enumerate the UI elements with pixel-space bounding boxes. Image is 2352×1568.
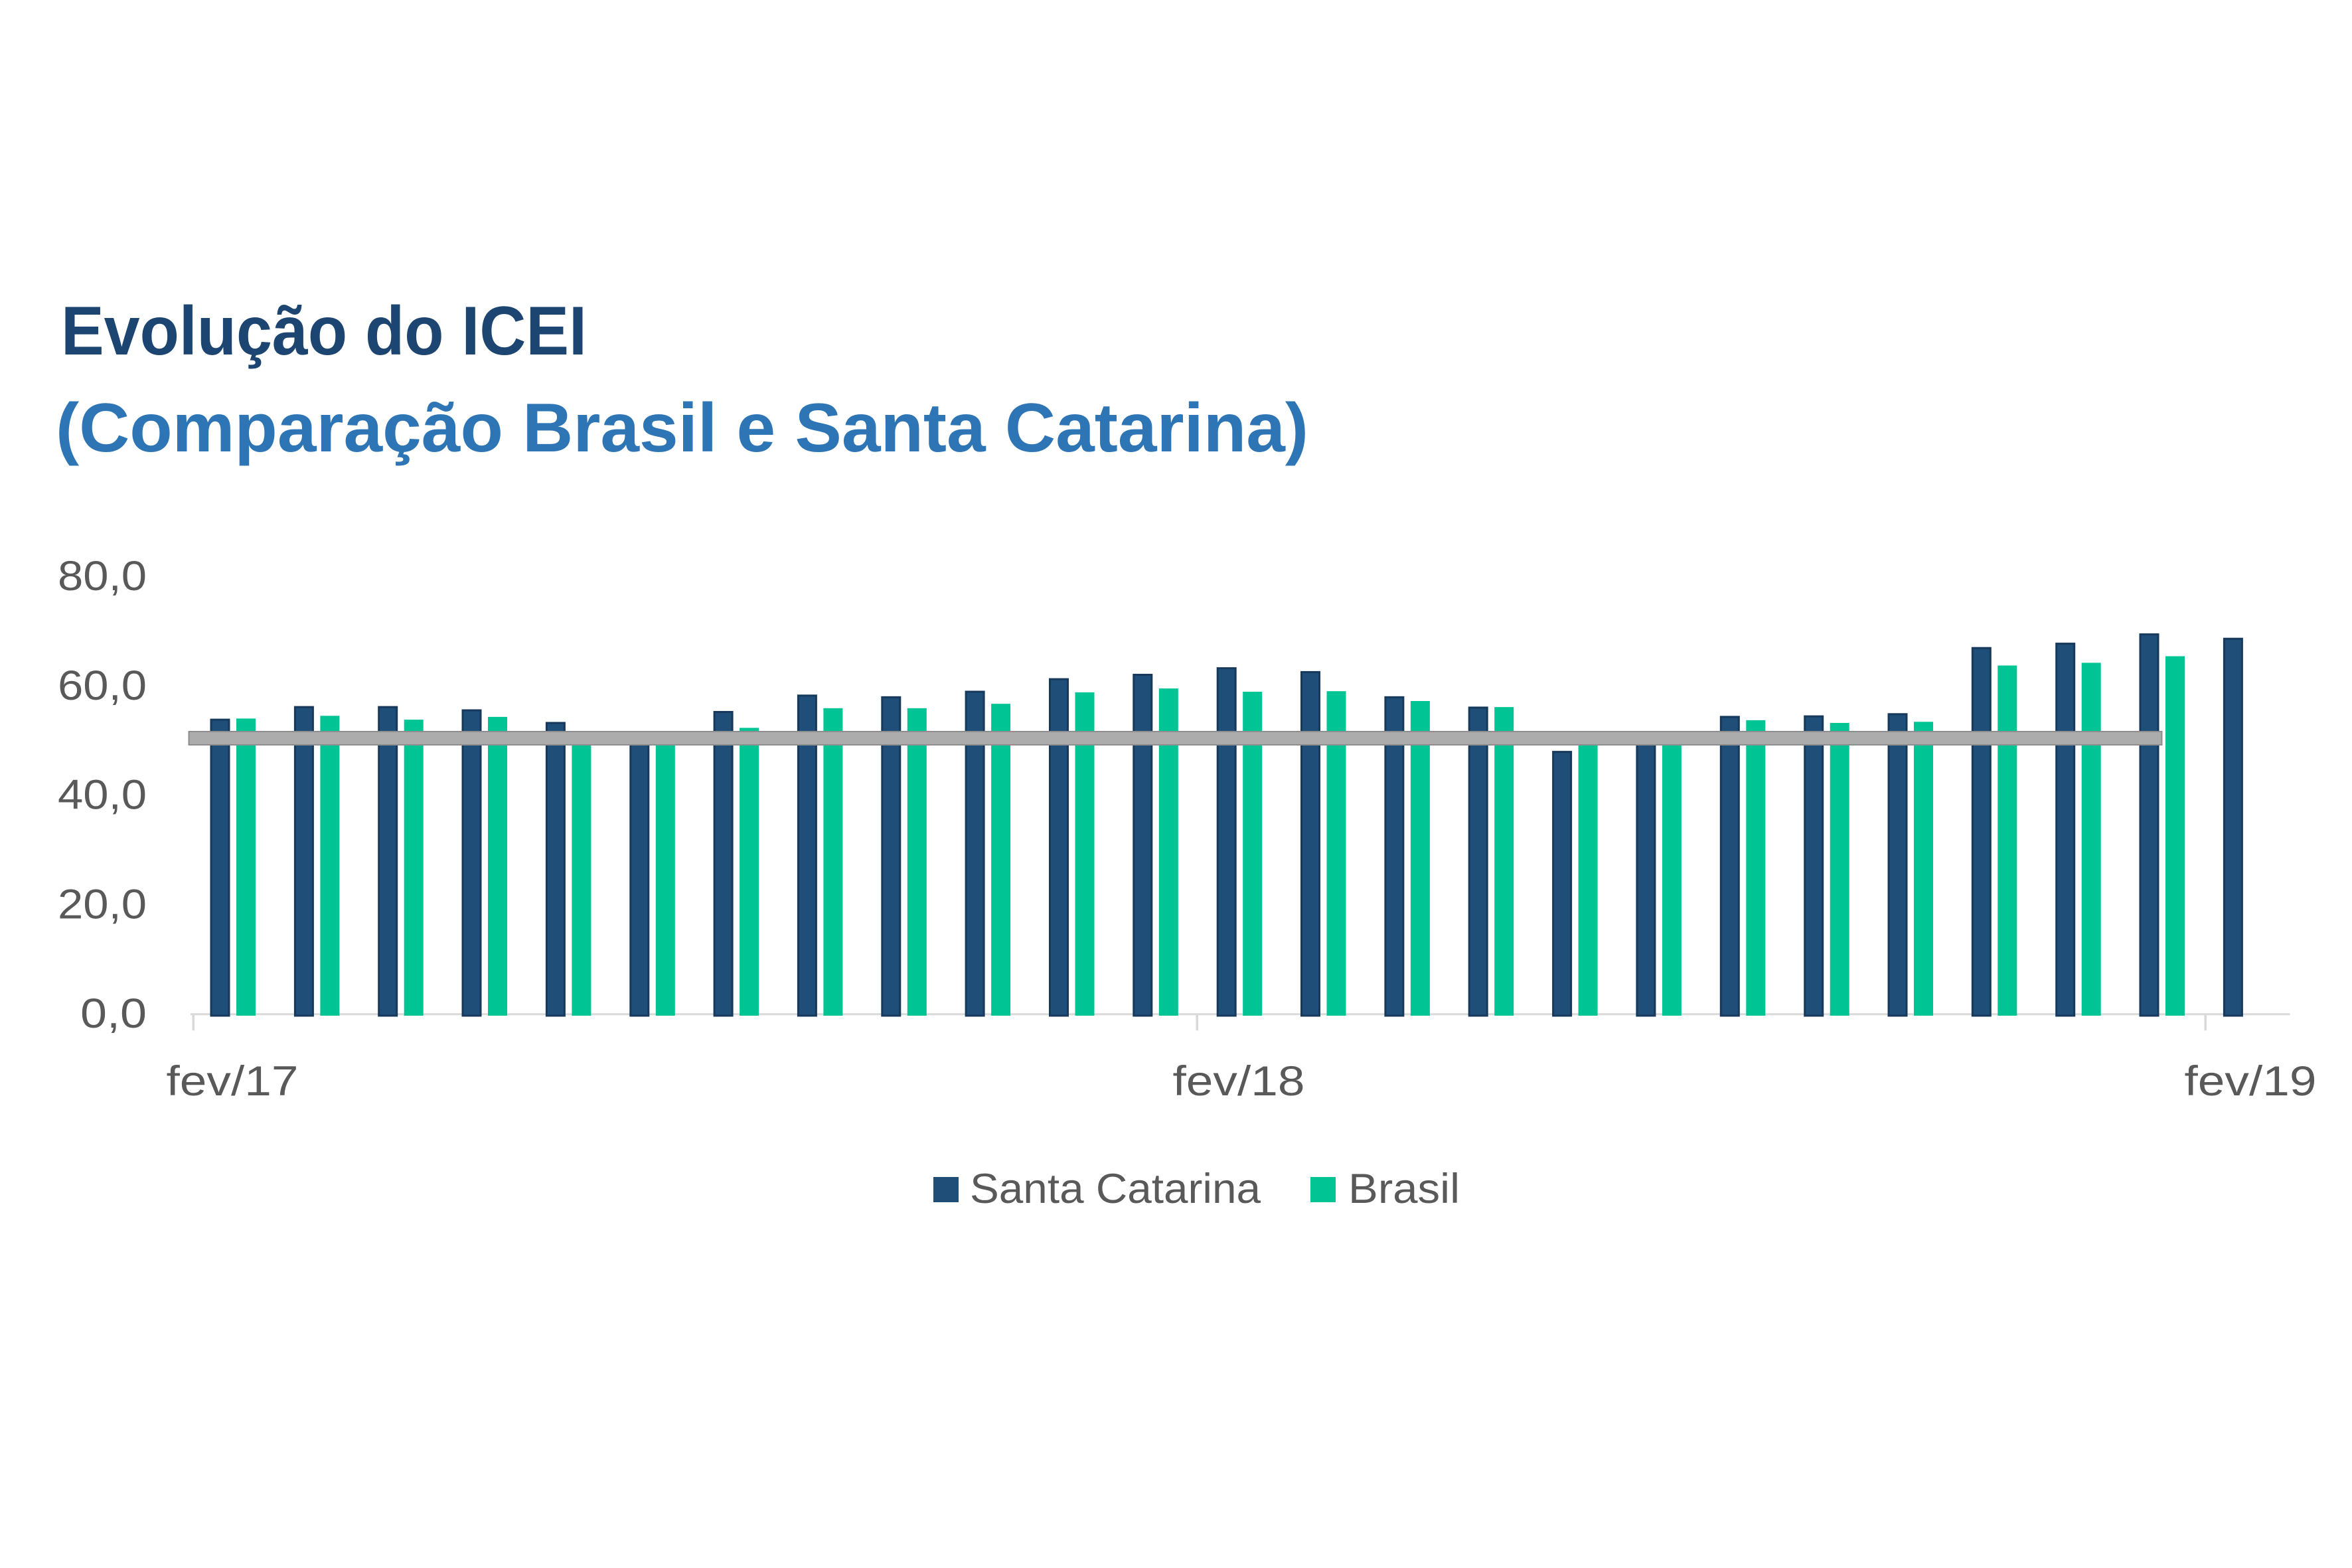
svg-text:20,0: 20,0 [58,881,147,927]
svg-text:fev/19: fev/19 [2185,1058,2317,1105]
svg-text:fev/17: fev/17 [167,1058,299,1105]
svg-text:60,0: 60,0 [58,663,147,709]
svg-text:Santa Catarina: Santa Catarina [970,1166,1261,1212]
svg-text:Brasil: Brasil [1348,1166,1460,1212]
svg-text:(Comparação Brasil e Santa Cat: (Comparação Brasil e Santa Catarina) [56,390,1308,467]
svg-text:Evolução do ICEI: Evolução do ICEI [61,293,587,370]
svg-text:0,0: 0,0 [80,990,147,1037]
svg-text:80,0: 80,0 [58,553,147,599]
svg-text:40,0: 40,0 [58,772,147,819]
svg-text:fev/18: fev/18 [1173,1058,1305,1105]
